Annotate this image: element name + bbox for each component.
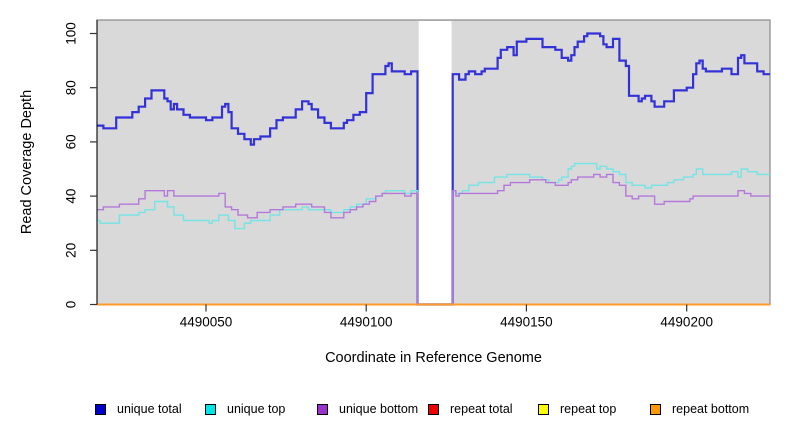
- legend-item-repeat-bottom: repeat bottom: [650, 401, 749, 417]
- legend-label: repeat total: [450, 402, 513, 416]
- legend-swatch-unique-total: [95, 403, 106, 415]
- x-tick-label: 4490200: [660, 315, 713, 330]
- legend-label: unique top: [227, 402, 286, 416]
- legend-swatch-repeat-top: [538, 403, 549, 415]
- x-axis-title: Coordinate in Reference Genome: [325, 350, 542, 366]
- series-line-unique-bottom: [97, 173, 770, 306]
- legend-swatch-repeat-bottom: [650, 403, 661, 415]
- y-tick-label: 0: [64, 301, 79, 309]
- x-tick-label: 4490050: [180, 315, 233, 330]
- x-tick-label: 4490100: [340, 315, 393, 330]
- legend-label: repeat top: [560, 402, 617, 416]
- y-axis-title: Read Coverage Depth: [19, 89, 35, 235]
- legend-item-repeat-total: repeat total: [428, 401, 513, 417]
- legend-item-unique-total: unique total: [95, 401, 182, 417]
- masked-no-data-region: [418, 21, 452, 303]
- legend-item-unique-top: unique top: [205, 401, 285, 417]
- y-tick-label: 60: [64, 134, 79, 149]
- y-tick-label: 40: [64, 189, 79, 204]
- legend-swatch-unique-bottom: [317, 403, 328, 415]
- legend-item-repeat-top: repeat top: [538, 401, 616, 417]
- series-line-unique-total: [97, 32, 770, 306]
- legend-swatch-repeat-total: [428, 403, 439, 415]
- legend-label: unique total: [117, 402, 182, 416]
- legend-label: repeat bottom: [672, 402, 750, 416]
- plot-canvas: 4490050 4490100 4490150 4490200 0 20 40 60 80 100: [64, 19, 771, 330]
- y-tick-label: 20: [64, 243, 79, 258]
- y-tick-label: 80: [64, 80, 79, 95]
- legend-label: unique bottom: [339, 402, 419, 416]
- series-line-unique-top: [97, 162, 770, 306]
- legend-item-unique-bottom: unique bottom: [317, 401, 418, 417]
- y-tick-label: 100: [64, 22, 79, 45]
- x-tick-label: 4490150: [500, 315, 553, 330]
- legend-swatch-unique-top: [205, 403, 216, 415]
